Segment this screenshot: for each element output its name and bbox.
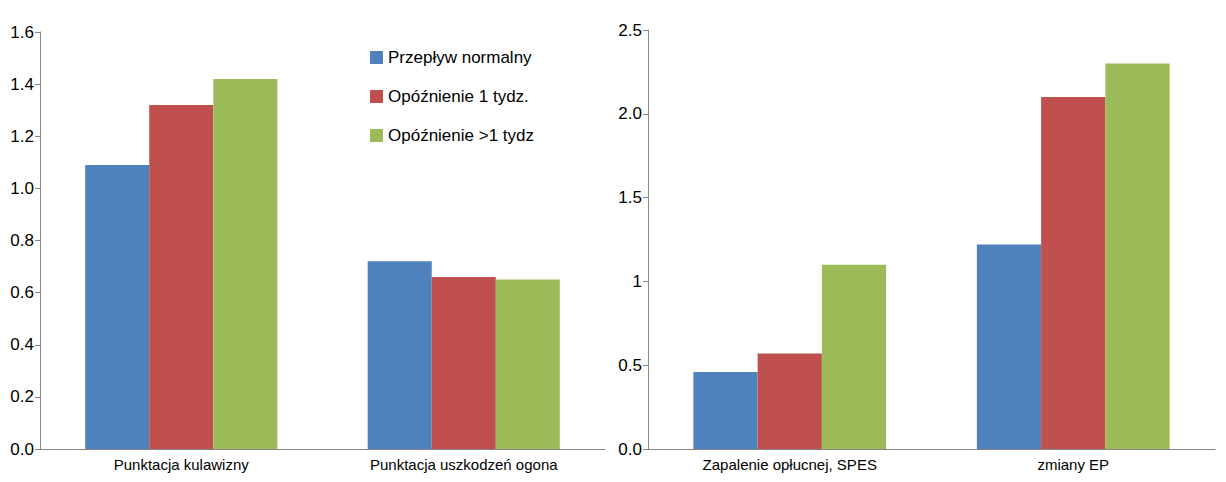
svg-text:1.0: 1.0	[10, 179, 34, 198]
svg-text:Opóźnienie >1 tydz: Opóźnienie >1 tydz	[388, 126, 534, 145]
svg-text:1.4: 1.4	[10, 75, 34, 94]
svg-text:0.6: 0.6	[10, 283, 34, 302]
svg-text:Zapalenie opłucnej, SPES: Zapalenie opłucnej, SPES	[703, 456, 877, 473]
svg-text:2.5: 2.5	[618, 21, 642, 40]
svg-text:Przepływ normalny: Przepływ normalny	[388, 48, 532, 67]
svg-text:0.8: 0.8	[10, 231, 34, 250]
svg-text:2.0: 2.0	[618, 104, 642, 123]
svg-text:1.5: 1.5	[618, 188, 642, 207]
svg-text:1: 1	[633, 272, 642, 291]
svg-text:0.0: 0.0	[10, 440, 34, 459]
svg-text:Punktacja kulawizny: Punktacja kulawizny	[114, 456, 250, 473]
svg-text:1.2: 1.2	[10, 127, 34, 146]
svg-text:0.0: 0.0	[618, 440, 642, 459]
svg-text:0.4: 0.4	[10, 335, 34, 354]
svg-text:1.6: 1.6	[10, 23, 34, 42]
svg-text:0.5: 0.5	[618, 356, 642, 375]
svg-text:Opóźnienie 1 tydz.: Opóźnienie 1 tydz.	[388, 87, 529, 106]
svg-text:0.2: 0.2	[10, 387, 34, 406]
svg-text:Punktacja uszkodzeń ogona: Punktacja uszkodzeń ogona	[370, 456, 558, 473]
svg-text:zmiany EP: zmiany EP	[1037, 456, 1109, 473]
